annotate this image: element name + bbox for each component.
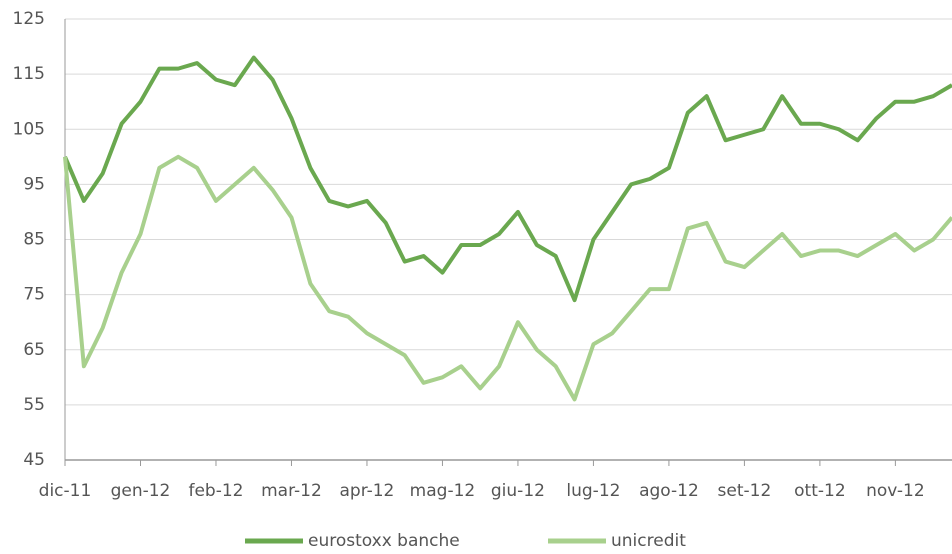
legend-label: eurostoxx banche xyxy=(308,531,460,551)
y-tick-label: 65 xyxy=(23,340,45,360)
y-tick-label: 115 xyxy=(13,64,45,84)
legend-label: unicredit xyxy=(611,531,686,551)
y-tick-label: 95 xyxy=(23,174,45,194)
x-tick-label: dic-11 xyxy=(39,481,92,501)
series-line xyxy=(63,154,952,402)
x-tick-label: mar-12 xyxy=(261,481,322,501)
y-tick-label: 85 xyxy=(23,230,45,250)
x-tick-label: giu-12 xyxy=(491,481,545,501)
x-tick-label: ott-12 xyxy=(794,481,846,501)
x-tick-label: mag-12 xyxy=(410,481,476,501)
x-tick-label: set-12 xyxy=(718,481,772,501)
y-tick-label: 125 xyxy=(13,9,45,29)
y-tick-label: 75 xyxy=(23,285,45,305)
series-line xyxy=(63,55,952,303)
x-tick-label: gen-12 xyxy=(111,481,171,501)
x-tick-label: feb-12 xyxy=(188,481,243,501)
x-tick-label: lug-12 xyxy=(566,481,620,501)
x-tick-label: nov-12 xyxy=(866,481,925,501)
y-tick-label: 105 xyxy=(13,119,45,139)
x-tick-label: ago-12 xyxy=(639,481,699,501)
y-tick-label: 45 xyxy=(23,450,45,470)
x-tick-label: apr-12 xyxy=(340,481,395,501)
y-tick-label: 55 xyxy=(23,395,45,415)
